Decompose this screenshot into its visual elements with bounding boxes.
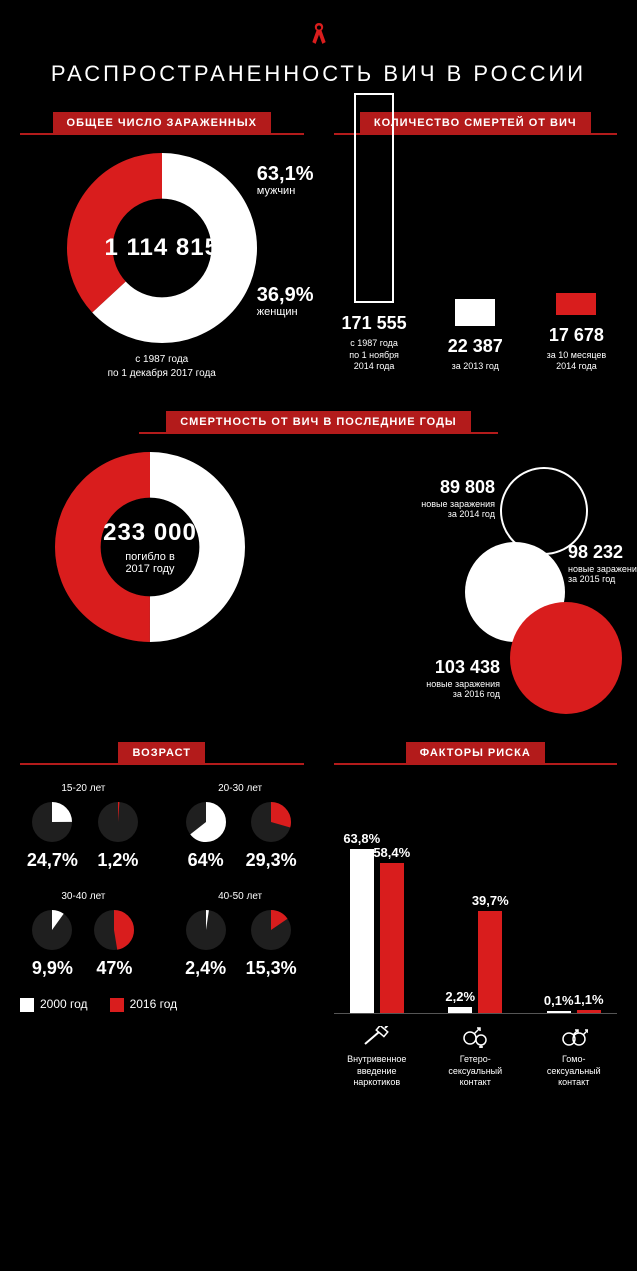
- age-group: 20-30 лет64%29,3%: [177, 783, 304, 871]
- section-recent-mortality: СМЕРТНОСТЬ ОТ ВИЧ В ПОСЛЕДНИЕ ГОДЫ 233 0…: [20, 411, 617, 712]
- risk-group: 63,8%58,4%: [334, 833, 421, 1013]
- section-title-1: ОБЩЕЕ ЧИСЛО ЗАРАЖЕННЫХ: [20, 112, 304, 135]
- women-pct: 36,9%: [257, 284, 314, 306]
- row-3: ВОЗРАСТ 15-20 лет24,7%1,2% 20-30 лет64%29…: [20, 742, 617, 1089]
- risk-group-label: Гетеро-сексуальныйконтакт: [432, 1016, 519, 1089]
- bubble-label: 103 438новые зараженияза 2016 год: [380, 657, 500, 700]
- total-infected-value: 1 114 815: [105, 234, 219, 262]
- deaths-2017-donut: 233 000 погибло в2017 году: [55, 452, 245, 642]
- hetero-icon: [461, 1026, 489, 1048]
- section-risk: ФАКТОРЫ РИСКА 63,8%58,4%2,2%39,7%0,1%1,1…: [334, 742, 618, 1089]
- men-label: мужчин: [257, 185, 314, 197]
- age-pies-grid: 15-20 лет24,7%1,2% 20-30 лет64%29,3% 30-40…: [20, 783, 304, 979]
- section-title-3: СМЕРТНОСТЬ ОТ ВИЧ В ПОСЛЕДНИЕ ГОДЫ: [139, 411, 497, 434]
- bubble-label: 89 808новые зараженияза 2014 год: [375, 477, 495, 520]
- bubble-label: 98 232новые зараженияза 2015 год: [568, 542, 637, 585]
- death-bars-chart: 171 555с 1987 годапо 1 ноября2014 года22…: [334, 153, 618, 373]
- age-group: 15-20 лет24,7%1,2%: [20, 783, 147, 871]
- deaths-2017-value: 233 000: [103, 519, 197, 547]
- section-title-5: ФАКТОРЫ РИСКА: [334, 742, 618, 765]
- legend: 2000 год 2016 год: [20, 997, 304, 1012]
- syringe-icon: [363, 1026, 391, 1048]
- age-group: 30-40 лет9,9%47%: [20, 891, 147, 979]
- risk-group-label: Внутривенноевведениенаркотиков: [334, 1016, 421, 1089]
- header: РАСПРОСТРАНЕННОСТЬ ВИЧ В РОССИИ: [20, 20, 617, 87]
- deaths-2017-sub: погибло в2017 году: [125, 551, 175, 575]
- total-caption: с 1987 года по 1 декабря 2017 года: [20, 353, 304, 381]
- legend-item: 2000 год: [20, 997, 88, 1012]
- legend-item: 2016 год: [110, 997, 178, 1012]
- ribbon-icon: [309, 20, 329, 46]
- new-infections-bubbles: 89 808новые зараженияза 2014 год98 232но…: [310, 452, 617, 712]
- risk-group: 0,1%1,1%: [531, 833, 618, 1013]
- total-infected-donut: 1 114 815: [67, 153, 257, 343]
- women-label: женщин: [257, 306, 314, 318]
- section-deaths: КОЛИЧЕСТВО СМЕРТЕЙ ОТ ВИЧ 171 555с 1987 …: [334, 112, 618, 381]
- row-1: ОБЩЕЕ ЧИСЛО ЗАРАЖЕННЫХ 1 114 815 63,1% м…: [20, 112, 617, 381]
- age-group: 40-50 лет2,4%15,3%: [177, 891, 304, 979]
- section-total-infected: ОБЩЕЕ ЧИСЛО ЗАРАЖЕННЫХ 1 114 815 63,1% м…: [20, 112, 304, 381]
- death-bar: 17 678за 10 месяцев2014 года: [536, 293, 617, 373]
- risk-group: 2,2%39,7%: [432, 833, 519, 1013]
- infection-bubble: [510, 602, 622, 714]
- risk-labels: ВнутривенноевведениенаркотиковГетеро-сек…: [334, 1016, 618, 1089]
- risk-bars-chart: 63,8%58,4%2,2%39,7%0,1%1,1%: [334, 783, 618, 1013]
- men-pct: 63,1%: [257, 163, 314, 185]
- risk-group-label: Гомо-сексуальныйконтакт: [531, 1016, 618, 1089]
- section-age: ВОЗРАСТ 15-20 лет24,7%1,2% 20-30 лет64%29…: [20, 742, 304, 1089]
- section-title-4: ВОЗРАСТ: [20, 742, 304, 765]
- death-bar: 22 387за 2013 год: [435, 299, 516, 373]
- main-title: РАСПРОСТРАНЕННОСТЬ ВИЧ В РОССИИ: [20, 61, 617, 87]
- homo-icon: [560, 1026, 588, 1048]
- death-bar: 171 555с 1987 годапо 1 ноября2014 года: [334, 93, 415, 373]
